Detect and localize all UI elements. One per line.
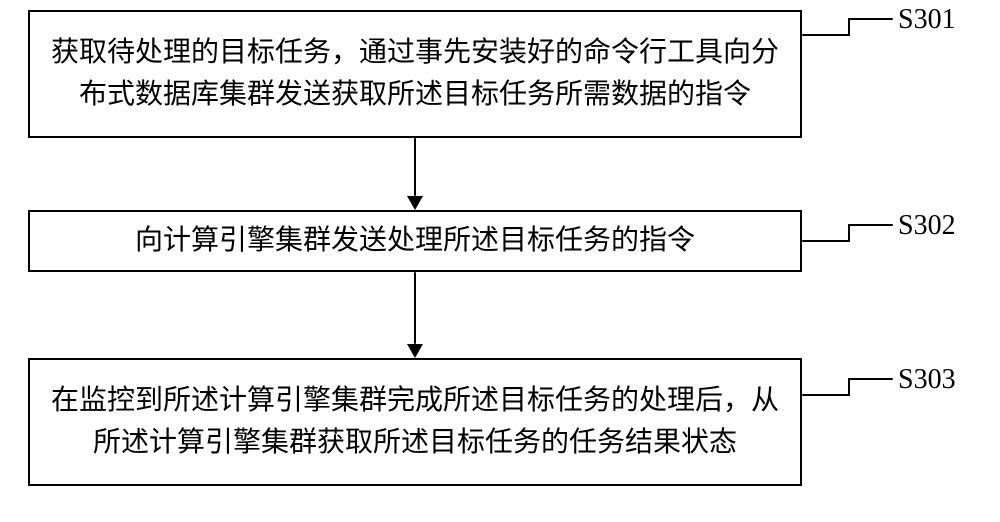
label-connector-line — [848, 378, 850, 396]
label-connector-line — [802, 394, 850, 396]
label-connector-line — [802, 240, 850, 242]
flowchart-box-s303: 在监控到所述计算引擎集群完成所述目标任务的处理后，从所述计算引擎集群获取所述目标… — [28, 358, 802, 486]
flowchart-arrow-line — [414, 138, 416, 196]
label-connector-line — [848, 224, 893, 226]
flowchart-arrow-line — [414, 272, 416, 344]
label-connector-line — [802, 34, 850, 36]
flowchart-box-s301: 获取待处理的目标任务，通过事先安装好的命令行工具向分布式数据库集群发送获取所述目… — [28, 10, 802, 138]
label-connector-line — [848, 378, 893, 380]
flowchart-arrow-head — [407, 196, 423, 210]
label-connector-line — [848, 18, 850, 36]
flowchart-label-s301: S301 — [898, 4, 956, 36]
flowchart-label-s303: S303 — [898, 364, 956, 396]
flowchart-box-s302: 向计算引擎集群发送处理所述目标任务的指令 — [28, 210, 802, 272]
flowchart-container: 获取待处理的目标任务，通过事先安装好的命令行工具向分布式数据库集群发送获取所述目… — [0, 0, 1000, 522]
label-connector-line — [848, 224, 850, 242]
flowchart-box-text: 获取待处理的目标任务，通过事先安装好的命令行工具向分布式数据库集群发送获取所述目… — [42, 32, 788, 116]
flowchart-box-text: 在监控到所述计算引擎集群完成所述目标任务的处理后，从所述计算引擎集群获取所述目标… — [42, 380, 788, 464]
label-connector-line — [848, 18, 893, 20]
flowchart-box-text: 向计算引擎集群发送处理所述目标任务的指令 — [135, 220, 695, 262]
flowchart-arrow-head — [407, 344, 423, 358]
flowchart-label-s302: S302 — [898, 210, 956, 242]
